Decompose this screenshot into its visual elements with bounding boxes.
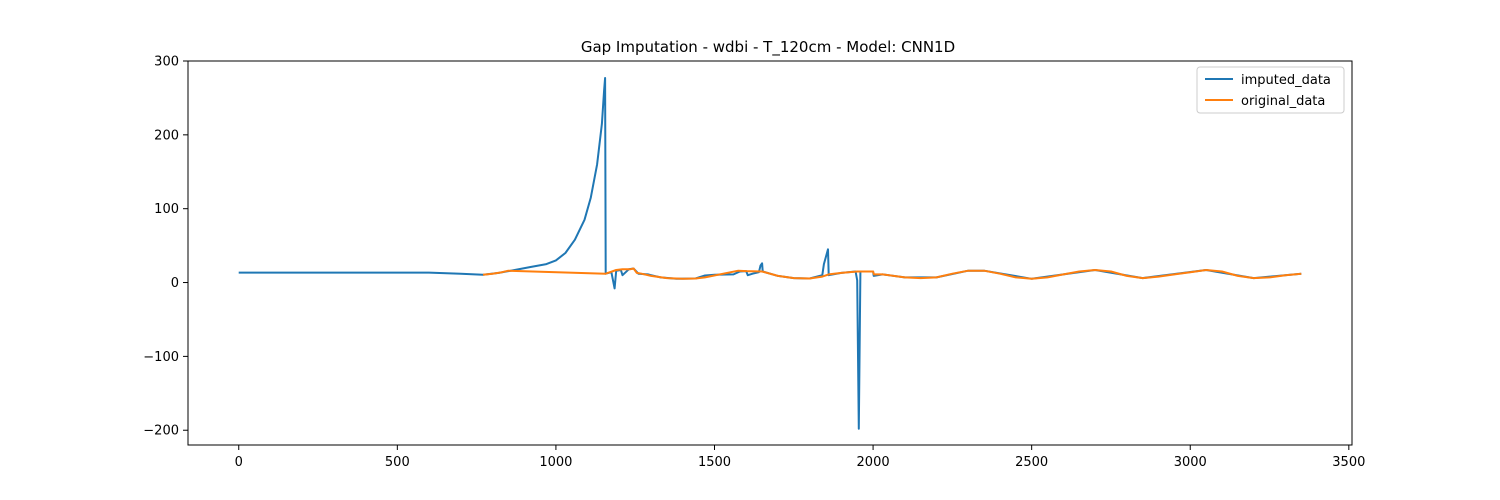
x-tick-label: 3500: [1332, 455, 1365, 470]
y-tick-label: −100: [143, 350, 179, 365]
chart-title: Gap Imputation - wdbi - T_120cm - Model:…: [581, 38, 955, 57]
axes: 0 500 1000 1500 2000 2500 3000 3500 −200 −100 0 100…: [143, 55, 1365, 471]
x-tick-label: 500: [385, 455, 410, 470]
series-line-imputed-data: [238, 77, 1302, 430]
x-tick-label: 1500: [698, 455, 731, 470]
legend-box: [1196, 66, 1345, 114]
legend-label-original: original_data: [1241, 94, 1325, 109]
x-tick-label: 2000: [857, 455, 890, 470]
plot-area: [187, 60, 1353, 446]
legend: imputed_data original_data: [1196, 66, 1345, 114]
series-line-original-data: [482, 267, 1302, 280]
series-layer: [238, 77, 1302, 430]
y-tick-label: 200: [154, 128, 179, 143]
y-tick-label: −200: [143, 424, 179, 439]
x-tick-label: 3000: [1174, 455, 1207, 470]
y-tick-label: 0: [171, 276, 179, 291]
y-tick-label: 100: [154, 202, 179, 217]
x-tick-label: 1000: [539, 455, 572, 470]
x-tick-label: 2500: [1015, 455, 1048, 470]
y-tick-label: 300: [154, 55, 179, 70]
legend-label-imputed: imputed_data: [1241, 73, 1331, 88]
x-tick-label: 0: [235, 455, 243, 470]
